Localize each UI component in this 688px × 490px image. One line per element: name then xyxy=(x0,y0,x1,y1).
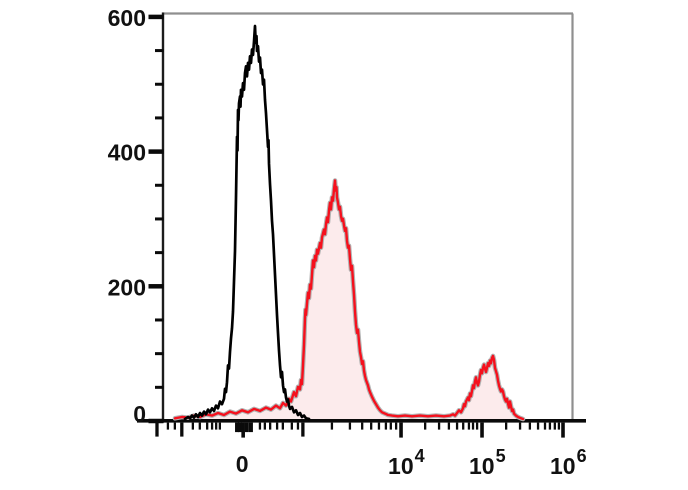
y-axis: 600 400 200 0 xyxy=(108,5,164,427)
sample-histogram-line xyxy=(173,179,525,421)
y-tick-label-400: 400 xyxy=(108,140,146,166)
y-tick-label-0: 0 xyxy=(133,401,146,427)
y-tick-label-600: 600 xyxy=(108,5,146,31)
y-tick-label-200: 200 xyxy=(108,274,146,300)
sample-histogram-fill xyxy=(175,180,523,419)
x-tick-label-0: 0 xyxy=(236,451,249,477)
control-histogram-line xyxy=(183,24,311,421)
x-axis-line xyxy=(137,419,586,423)
